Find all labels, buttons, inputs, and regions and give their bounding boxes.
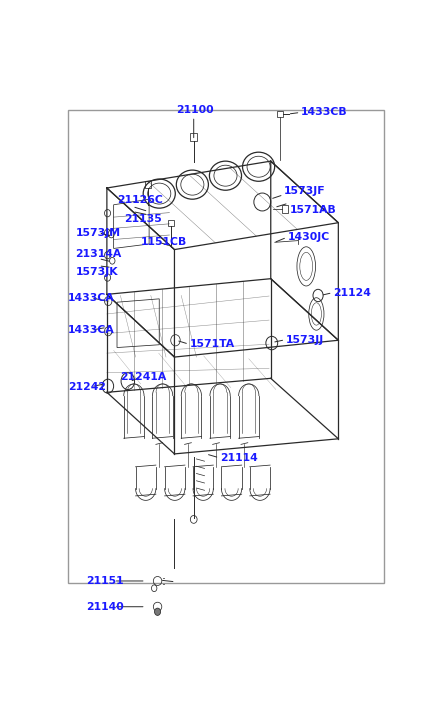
Text: 21314A: 21314A: [75, 249, 122, 259]
Bar: [277, 111, 283, 118]
Bar: [282, 205, 288, 212]
Text: 21241A: 21241A: [120, 371, 167, 382]
Text: 1571AB: 1571AB: [290, 205, 336, 215]
Text: 21114: 21114: [220, 453, 258, 463]
Text: 21100: 21100: [176, 105, 214, 115]
Text: 1433CA: 1433CA: [68, 293, 115, 302]
Bar: [168, 220, 174, 226]
Text: 1573JJ: 1573JJ: [286, 334, 324, 345]
Text: 1151CB: 1151CB: [141, 237, 187, 246]
Ellipse shape: [154, 608, 160, 615]
Text: 1433CA: 1433CA: [68, 325, 115, 335]
Text: 1430JC: 1430JC: [288, 232, 330, 242]
Text: 1571TA: 1571TA: [190, 340, 235, 349]
Bar: [190, 133, 198, 141]
Text: 21126C: 21126C: [117, 195, 163, 205]
Text: 21151: 21151: [87, 576, 124, 586]
Text: 21135: 21135: [124, 214, 161, 224]
Bar: [145, 181, 151, 188]
Text: 1573JM: 1573JM: [75, 228, 121, 238]
Bar: [68, 110, 384, 582]
Text: 1433CB: 1433CB: [301, 108, 348, 118]
Text: 21124: 21124: [333, 288, 371, 297]
Text: 21242: 21242: [68, 382, 106, 392]
Text: 1573JK: 1573JK: [75, 268, 118, 278]
Text: 1573JF: 1573JF: [284, 186, 326, 196]
Text: 21140: 21140: [87, 602, 124, 611]
